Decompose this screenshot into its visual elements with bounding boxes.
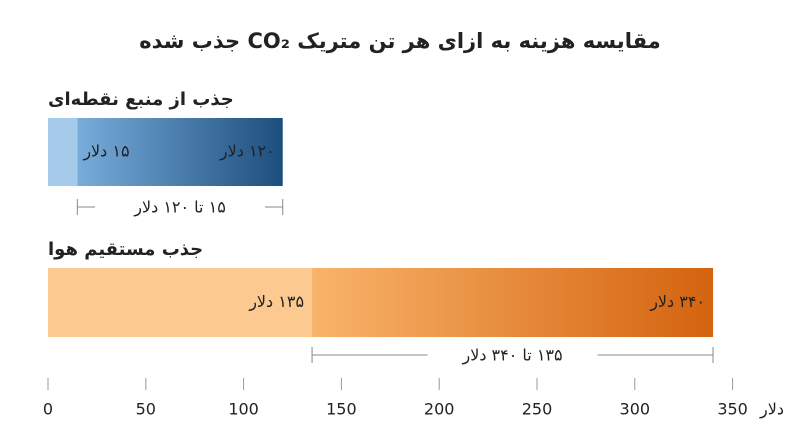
x-tick-label: 0 <box>43 400 53 419</box>
chart-title: مقایسه هزینه به ازای هر تن متریک CO₂ جذب… <box>139 29 660 53</box>
range-label: ۱۳۵ تا ۳۴۰ دلار <box>461 346 562 366</box>
x-tick-label: 50 <box>136 400 156 419</box>
x-tick-label: 350 <box>717 400 748 419</box>
x-tick-label: 150 <box>326 400 357 419</box>
range-segment <box>312 268 714 337</box>
bracket-label-bg <box>95 196 266 218</box>
category-label: جذب مستقیم هوا <box>48 239 203 260</box>
category-label: جذب از منبع نقطه‌ای <box>48 89 234 110</box>
high-label: ۱۲۰ دلار <box>219 142 275 162</box>
low-label: ۱۳۵ دلار <box>248 292 304 312</box>
x-tick-label: 250 <box>522 400 553 419</box>
range-segment <box>77 118 283 186</box>
x-tick-label: 300 <box>620 400 651 419</box>
base-segment <box>48 268 313 337</box>
range-label: ۱۵ تا ۱۲۰ دلار <box>133 198 226 218</box>
bracket-label-bg <box>427 344 598 366</box>
low-label: ۱۵ دلار <box>82 142 129 162</box>
x-tick-label: 100 <box>228 400 259 419</box>
base-segment <box>48 118 78 186</box>
x-axis-label: دلار <box>759 400 784 420</box>
high-label: ۳۴۰ دلار <box>649 292 705 312</box>
x-tick-label: 200 <box>424 400 455 419</box>
